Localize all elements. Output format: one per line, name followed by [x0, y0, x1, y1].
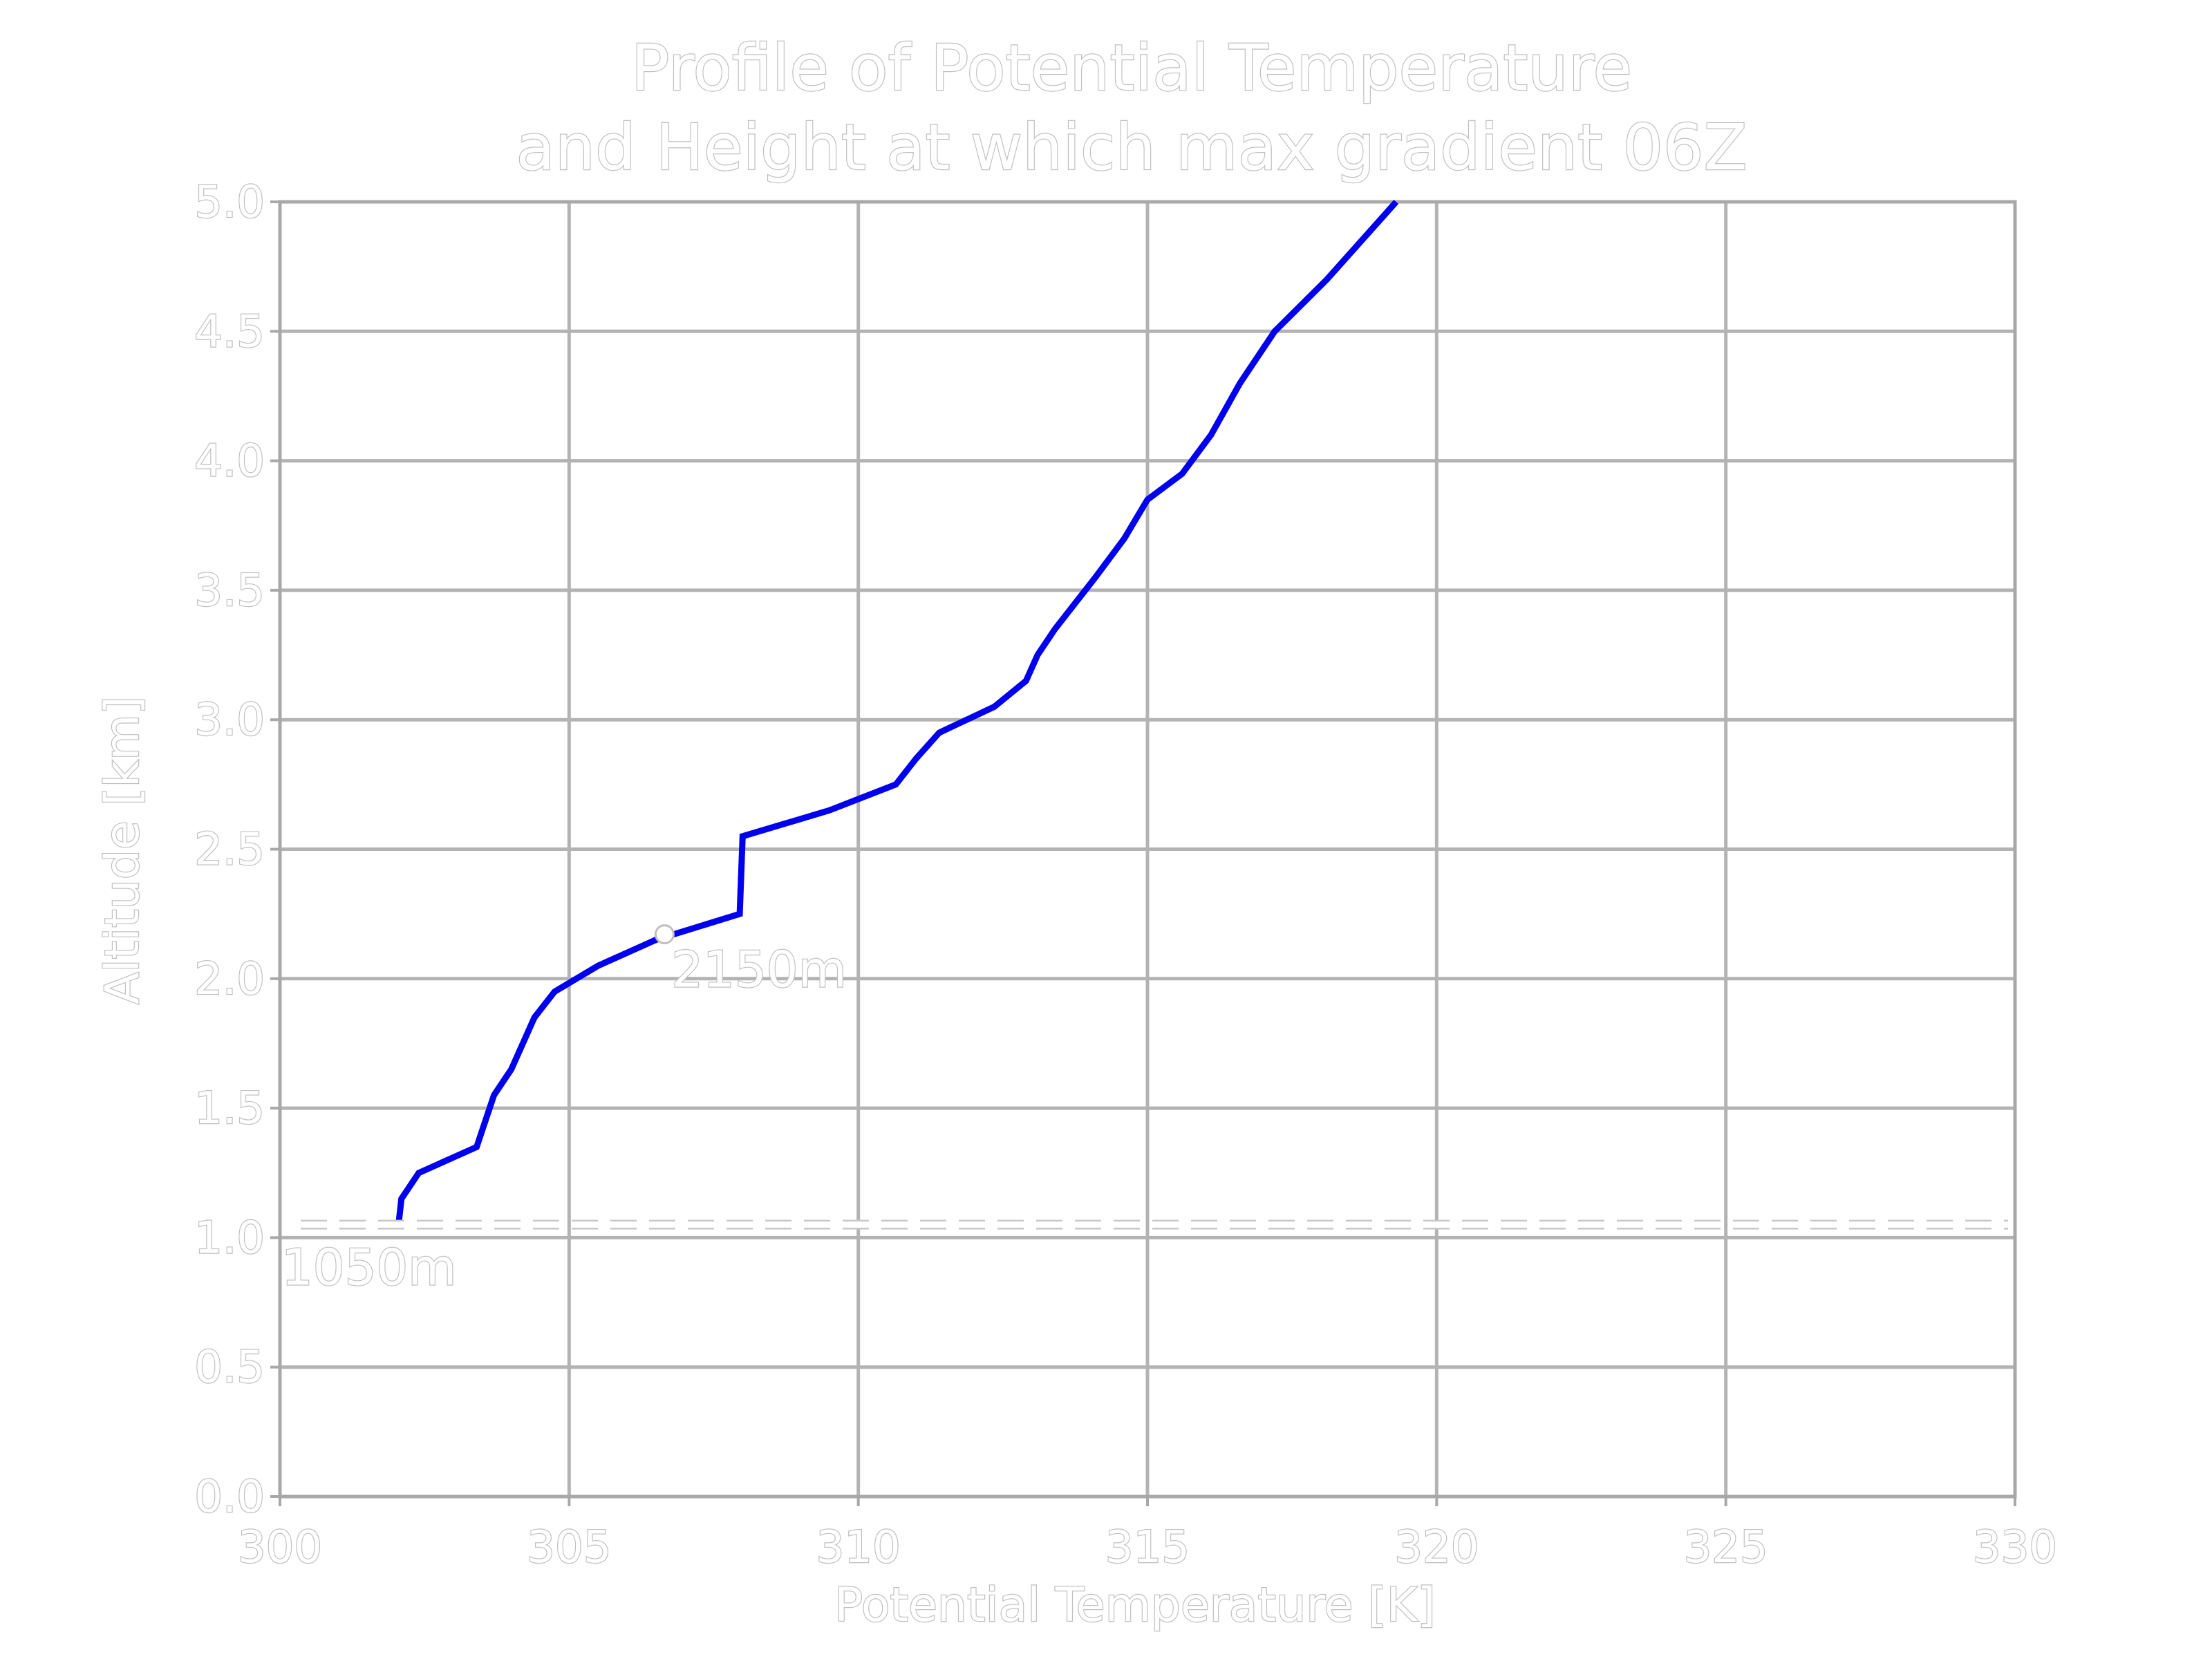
x-tick-label: 310 [816, 1522, 901, 1573]
y-tick-label: 3.0 [194, 695, 265, 746]
y-tick-label: 4.5 [194, 306, 265, 357]
y-tick-label: 3.5 [194, 565, 265, 617]
x-axis-label: Potential Temperature [K] [834, 1578, 1436, 1633]
tick-marks [270, 200, 2016, 1506]
y-tick-label: 2.5 [194, 825, 265, 876]
y-tick-label: 4.0 [194, 436, 265, 487]
y-tick-label: 2.0 [194, 954, 265, 1005]
potential-temperature-line [395, 200, 1399, 1226]
reference-line-label: 1050m [281, 1239, 456, 1297]
y-tick-label: 5.0 [194, 177, 265, 228]
y-tick-label: 1.0 [194, 1212, 265, 1264]
y-tick-label: 1.5 [194, 1083, 265, 1134]
y-tick-labels: 0.0 0.5 1.0 1.5 2.0 2.5 3.0 3.5 4.0 4.5 5.0 [194, 176, 265, 1524]
chart-title-line-1: Profile of Potential Temperature [631, 31, 1632, 105]
max-gradient-marker [654, 924, 675, 945]
max-gradient-label: 2150m [671, 941, 846, 999]
x-tick-label: 305 [527, 1522, 611, 1573]
series-layer [395, 200, 1399, 1226]
x-tick-label: 325 [1684, 1522, 1768, 1573]
x-tick-label: 330 [1973, 1522, 2057, 1573]
x-tick-label: 320 [1394, 1522, 1479, 1573]
y-tick-label: 0.5 [194, 1342, 265, 1394]
x-tick-label: 300 [238, 1522, 322, 1573]
y-axis-label: Altitude [km] [95, 696, 150, 1004]
x-tick-labels: 300 305 310 315 320 325 330 [237, 1521, 2059, 1574]
chart-title-line-2: and Height at which max gradient 06Z [516, 111, 1747, 185]
y-tick-label: 0.0 [194, 1472, 265, 1523]
x-tick-label: 315 [1105, 1522, 1190, 1573]
